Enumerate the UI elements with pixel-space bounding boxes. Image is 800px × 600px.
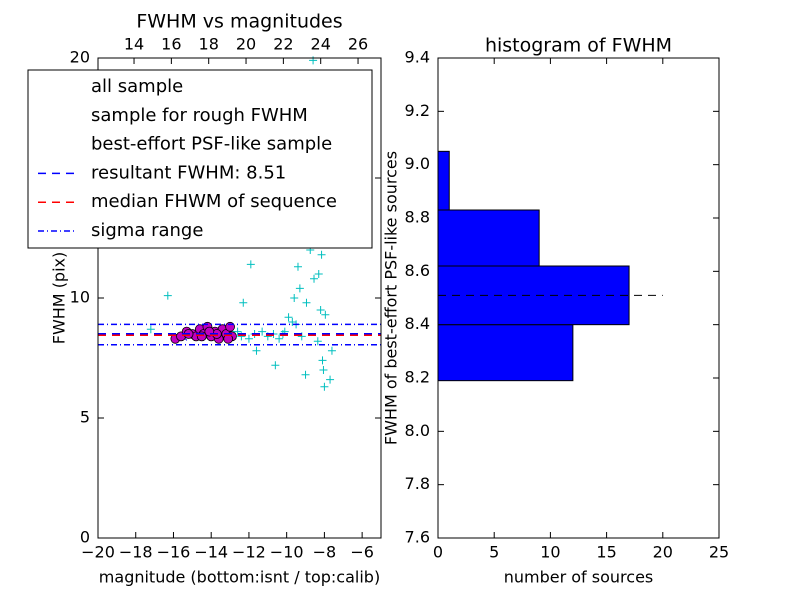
data-point (288, 318, 297, 326)
x-tick-label: −6 (350, 543, 374, 562)
x-tick-label: −10 (270, 543, 304, 562)
legend-label: sigma range (91, 220, 203, 241)
x-tick-label: 0 (433, 543, 443, 562)
x2-tick-label: 22 (273, 35, 293, 54)
chart-title: FWHM vs magnitudes (136, 11, 342, 33)
data-point (317, 250, 326, 259)
x-tick-label: 15 (596, 543, 616, 562)
data-point (320, 382, 329, 391)
x-tick-label: −8 (313, 543, 337, 562)
data-point (318, 356, 327, 365)
data-point (284, 313, 293, 322)
y-tick-label: 10 (70, 288, 90, 307)
y-tick-label: 9.2 (405, 101, 430, 120)
y-tick-label: 0 (80, 528, 90, 547)
y-tick-label: 7.6 (405, 528, 430, 547)
x-axis-label: number of sources (504, 568, 654, 587)
data-point (252, 346, 261, 355)
x-tick-label: −16 (157, 543, 191, 562)
y-tick-label: 8.6 (405, 261, 430, 280)
data-point (233, 327, 242, 336)
y-tick-label: 7.8 (405, 474, 430, 493)
data-point (327, 346, 336, 355)
legend-label: resultant FWHM: 8.51 (91, 162, 286, 183)
y-tick-label: 8.8 (405, 208, 430, 227)
data-point (321, 310, 330, 319)
data-point (258, 327, 267, 336)
legend-box (27, 69, 373, 249)
legend-label: best-effort PSF-like sample (91, 134, 332, 155)
data-point (319, 366, 328, 374)
x-tick-label: −18 (119, 543, 153, 562)
data-point (301, 370, 310, 379)
legend-label: sample for rough FWHM (91, 105, 308, 126)
y-tick-label: 9.4 (405, 48, 430, 67)
x-tick-label: 5 (489, 543, 499, 562)
x2-tick-label: 14 (124, 35, 144, 54)
legend-label: median FHWM of sequence (91, 191, 337, 212)
data-point (275, 334, 284, 343)
x-tick-label: 25 (709, 543, 729, 562)
plot-frame (97, 57, 382, 539)
data-point (290, 294, 299, 302)
plot-frame (437, 57, 720, 539)
data-point (313, 337, 322, 346)
data-point (295, 284, 304, 293)
legend: all sample sample for rough FWHM best-effo… (27, 69, 373, 249)
data-point (293, 262, 302, 271)
data-point (314, 270, 323, 278)
chart-title: histogram of FWHM (485, 35, 672, 57)
bar (437, 209, 540, 267)
bar (437, 150, 450, 211)
data-point (271, 361, 280, 370)
x-axis-label: magnitude (bottom:isnt / top:calib) (99, 568, 380, 587)
data-point (302, 298, 311, 307)
data-point (246, 260, 255, 269)
y-tick-label: 8.0 (405, 421, 430, 440)
bar (437, 324, 574, 382)
data-point (163, 291, 172, 300)
legend-label: all sample (91, 76, 183, 97)
data-point (310, 274, 319, 283)
x2-tick-label: 24 (311, 35, 331, 54)
x-tick-label: 10 (540, 543, 560, 562)
y-axis-label: FWHM (pix) (50, 252, 69, 345)
x2-tick-label: 18 (199, 35, 219, 54)
data-point (146, 325, 155, 334)
x-tick-label: −14 (194, 543, 228, 562)
y-axis-label: FWHM of best-effort PSF-like sources (382, 151, 401, 445)
x-tick-label: 20 (653, 543, 673, 562)
y-tick-label: 8.4 (405, 314, 430, 333)
data-point (239, 298, 248, 307)
y-tick-label: 9.0 (405, 154, 430, 173)
data-point (244, 334, 253, 343)
data-point (316, 306, 325, 314)
x-tick-label: −20 (81, 543, 115, 562)
x-tick-label: −12 (232, 543, 266, 562)
x2-tick-label: 26 (348, 35, 368, 54)
x2-tick-label: 16 (161, 35, 181, 54)
y-tick-label: 8.2 (405, 368, 430, 387)
y-tick-label: 5 (80, 408, 90, 427)
data-point (326, 375, 335, 384)
x2-tick-label: 20 (236, 35, 256, 54)
y-tick-label: 20 (70, 48, 90, 67)
